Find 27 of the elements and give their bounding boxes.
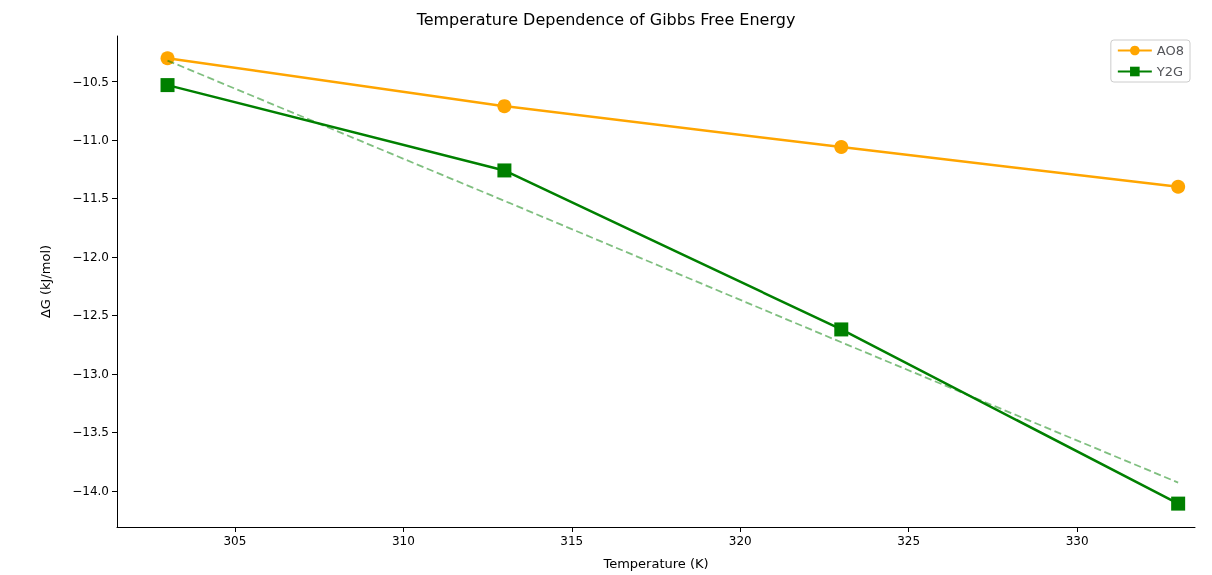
point — [497, 163, 512, 178]
point — [834, 140, 849, 155]
x-tick-label: 315 — [560, 534, 584, 548]
x-tick-label: 305 — [223, 534, 247, 548]
x-tick-label: 310 — [391, 534, 415, 548]
point — [497, 99, 512, 114]
y-axis-title: ΔG (kJ/mol) — [38, 244, 53, 319]
x-tick-label: 320 — [728, 534, 752, 548]
point — [160, 51, 175, 66]
x-axis-title: Temperature (K) — [602, 556, 709, 571]
point — [1171, 179, 1186, 194]
y-tick-label: −12.0 — [72, 249, 109, 264]
y-tick-label: −13.0 — [72, 366, 109, 381]
point — [1171, 496, 1186, 511]
y-tick-label: −12.5 — [72, 308, 109, 323]
legend-label: Y2G — [1155, 64, 1184, 79]
legend-label: AO8 — [1156, 43, 1184, 58]
point — [160, 78, 175, 93]
point — [834, 322, 849, 337]
y-tick-label: −11.5 — [72, 191, 109, 206]
chart-title: Temperature Dependence of Gibbs Free Energy — [415, 9, 796, 29]
x-tick-label: 325 — [897, 534, 921, 548]
x-tick-label: 330 — [1065, 534, 1089, 548]
y-tick-label: −11.0 — [72, 133, 109, 148]
y-tick-label: −10.5 — [72, 74, 109, 89]
y-tick-label: −13.5 — [72, 425, 109, 440]
y-tick-label: −14.0 — [72, 483, 109, 498]
